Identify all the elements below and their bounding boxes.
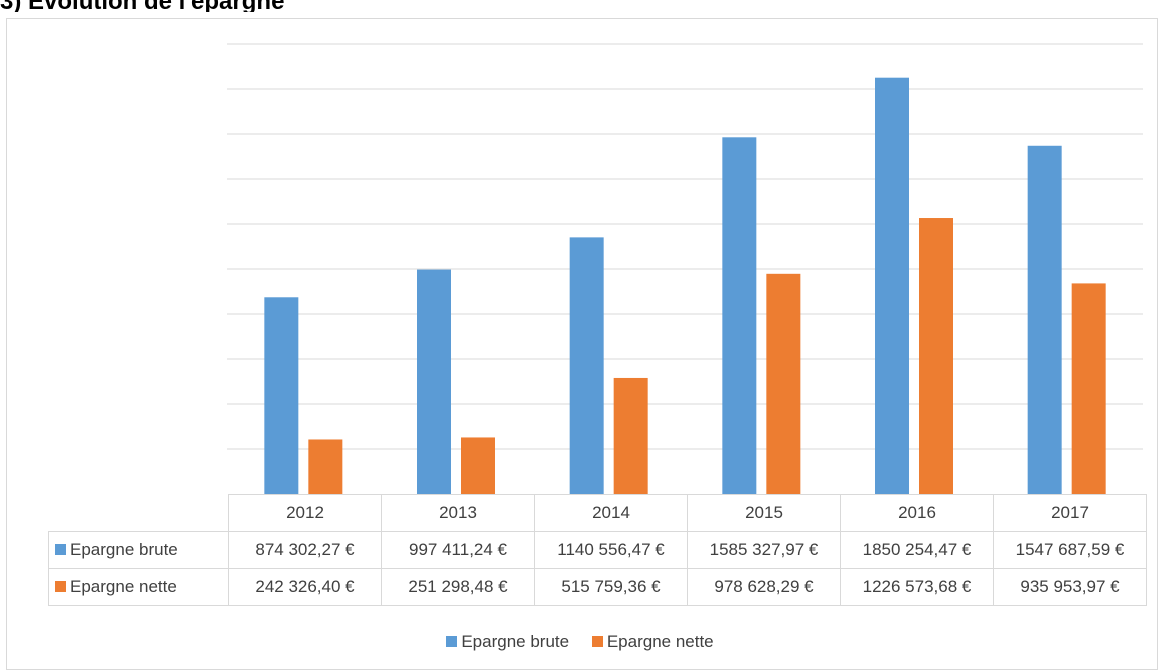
value-cell: 1226 573,68 € [841,569,994,606]
year-cell: 2016 [841,495,994,532]
value-cell: 1850 254,47 € [841,532,994,569]
year-cell: 2013 [382,495,535,532]
value-cell: 251 298,48 € [382,569,535,606]
bar-epargne-brute-2016 [875,78,909,494]
year-cell: 2015 [688,495,841,532]
bar-epargne-brute-2014 [570,237,604,494]
value-cell: 1585 327,97 € [688,532,841,569]
bar-epargne-brute-2017 [1028,146,1062,494]
data-table-corner [49,495,229,532]
value-cell: 242 326,40 € [229,569,382,606]
value-cell: 515 759,36 € [535,569,688,606]
bar-epargne-nette-2012 [308,439,342,494]
value-cell: 874 302,27 € [229,532,382,569]
legend-label: Epargne brute [461,632,569,651]
bar-epargne-brute-2012 [264,297,298,494]
data-table-row-epargne-nette: Epargne nette 242 326,40 € 251 298,48 € … [49,569,1147,606]
bar-epargne-nette-2016 [919,218,953,494]
bar-epargne-brute-2013 [417,270,451,494]
epargne-brute-swatch-icon [55,544,66,555]
legend-item-epargne-nette: Epargne nette [592,632,714,652]
bar-epargne-nette-2013 [461,437,495,494]
value-cell: 978 628,29 € [688,569,841,606]
chart-data-table: 2012 2013 2014 2015 2016 2017 Epargne br… [48,494,1147,606]
series-header-epargne-brute: Epargne brute [49,532,229,569]
series-name-label: Epargne brute [70,540,178,559]
chart-legend: Epargne brute Epargne nette [0,632,1160,652]
legend-label: Epargne nette [607,632,714,651]
data-table-year-row: 2012 2013 2014 2015 2016 2017 [49,495,1147,532]
data-table-row-epargne-brute: Epargne brute 874 302,27 € 997 411,24 € … [49,532,1147,569]
year-cell: 2017 [994,495,1147,532]
value-cell: 935 953,97 € [994,569,1147,606]
year-cell: 2012 [229,495,382,532]
series-header-epargne-nette: Epargne nette [49,569,229,606]
bar-epargne-nette-2015 [766,274,800,494]
year-cell: 2014 [535,495,688,532]
epargne-nette-swatch-icon [55,581,66,592]
bar-epargne-nette-2014 [614,378,648,494]
value-cell: 1140 556,47 € [535,532,688,569]
value-cell: 997 411,24 € [382,532,535,569]
chart-plot-area [0,0,1160,500]
bar-epargne-nette-2017 [1072,283,1106,494]
series-name-label: Epargne nette [70,577,177,596]
epargne-nette-legend-icon [592,636,603,647]
bar-epargne-brute-2015 [722,137,756,494]
value-cell: 1547 687,59 € [994,532,1147,569]
legend-item-epargne-brute: Epargne brute [446,632,569,652]
epargne-brute-legend-icon [446,636,457,647]
